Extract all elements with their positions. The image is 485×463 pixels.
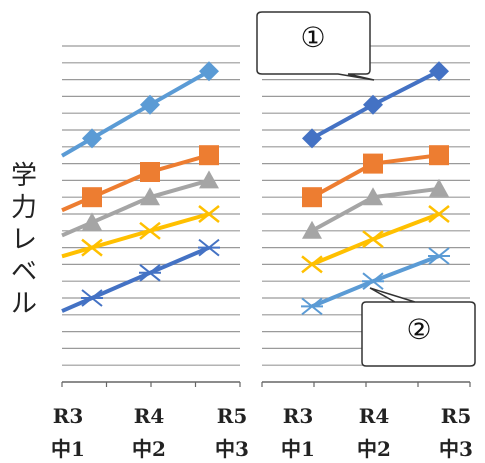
left-series-4-point-2 — [139, 221, 161, 240]
left-series-2-point-1 — [82, 187, 102, 208]
left-xtick-year-1: R3 — [52, 404, 84, 428]
right-series-5-point-3 — [428, 247, 450, 265]
callout-2-box — [361, 287, 476, 367]
left-series-4-line — [61, 212, 210, 259]
left-series-5-point-3 — [198, 238, 220, 257]
right-series-5-point-2 — [362, 272, 384, 290]
left-series-5-line — [61, 245, 210, 313]
right-series-2-point-3 — [429, 145, 449, 166]
callout-1-label: ① — [300, 21, 326, 54]
left-series-3-line — [61, 178, 210, 238]
left-xtick-grade-1: 中1 — [51, 437, 85, 461]
right-series-5-point-1 — [301, 297, 323, 316]
left-series-4-point-1 — [81, 238, 103, 257]
left-series-2-point-3 — [199, 145, 219, 166]
left-series-1-point-3 — [199, 61, 219, 82]
left-series-4-point-3 — [198, 205, 220, 223]
right-xtick-year-2: R4 — [358, 404, 390, 428]
right-series-1-point-2 — [363, 94, 383, 115]
left-series-5-point-1 — [81, 289, 103, 307]
right-series-3-point-3 — [429, 178, 449, 197]
left-series-1-point-2 — [140, 94, 160, 115]
right-series-3-point-1 — [302, 220, 322, 239]
callout-1-box — [256, 11, 375, 81]
left-series-2-line — [61, 153, 210, 213]
left-series-2-point-2 — [140, 162, 160, 182]
right-xtick-grade-2: 中2 — [357, 437, 391, 461]
left-series-3-point-1 — [82, 212, 102, 231]
left-series-5-point-2 — [139, 264, 161, 282]
right-series-4-point-3 — [428, 205, 450, 223]
left-series-3-point-3 — [199, 170, 219, 189]
left-series-1-line — [60, 69, 210, 158]
right-series-1-point-1 — [302, 128, 322, 149]
y-axis-label: 学力レベル — [10, 161, 37, 319]
right-xtick-grade-1: 中1 — [281, 437, 315, 461]
right-series-2-point-1 — [302, 187, 322, 208]
right-series-3-point-2 — [363, 187, 383, 206]
right-series-2-point-2 — [363, 153, 383, 174]
left-series-3-point-2 — [140, 187, 160, 206]
right-series-4-point-1 — [301, 255, 323, 274]
right-xtick-year-1: R3 — [282, 404, 314, 428]
right-xtick-year-3: R5 — [440, 404, 472, 428]
right-series-4-point-2 — [362, 230, 384, 249]
left-xtick-year-3: R5 — [216, 404, 248, 428]
callout-2-label: ② — [406, 313, 432, 346]
left-series-1-point-1 — [82, 128, 102, 149]
left-xtick-grade-2: 中2 — [132, 437, 166, 461]
right-xtick-grade-3: 中3 — [439, 437, 473, 461]
left-xtick-grade-3: 中3 — [215, 437, 249, 461]
right-series-1-point-3 — [429, 61, 449, 82]
left-xtick-year-2: R4 — [133, 404, 165, 428]
